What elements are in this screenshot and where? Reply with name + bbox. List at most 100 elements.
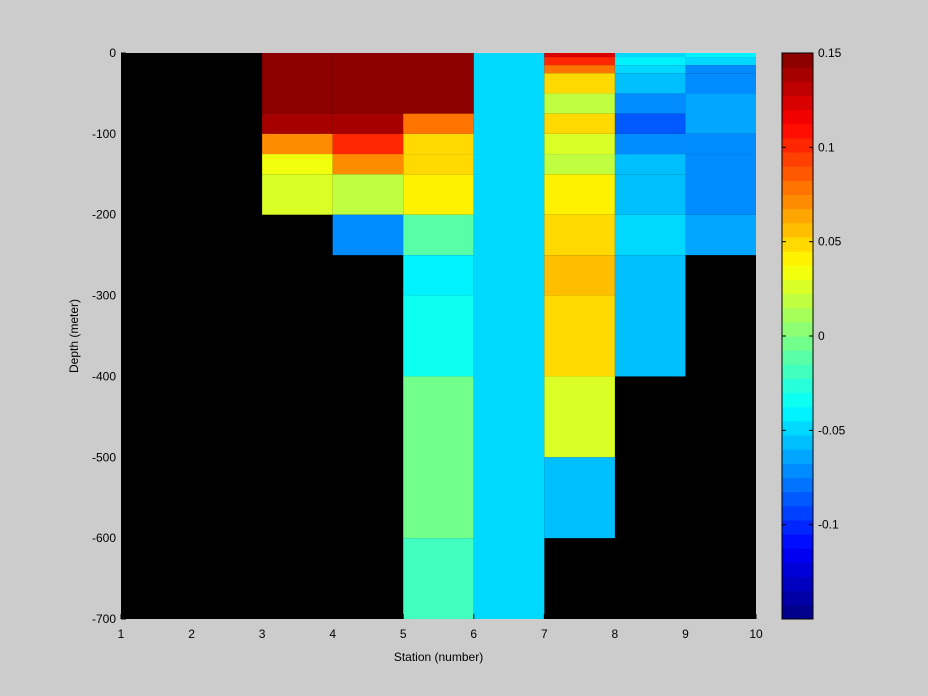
heatmap-cell-31	[544, 214, 615, 256]
x-axis-ticks: 1 2 3 4 5 6 7 8 9 10	[118, 614, 763, 641]
heatmap-cell-30	[544, 174, 615, 215]
colorbar-swatch	[782, 420, 813, 436]
x-tick-label: 10	[749, 627, 763, 641]
heatmap-cell-2	[262, 133, 333, 155]
colorbar-swatch	[782, 590, 813, 606]
y-axis-label: Depth (meter)	[67, 299, 81, 373]
colorbar-swatch	[782, 449, 813, 464]
heatmap-cell-48	[685, 57, 756, 66]
heatmap-cell-12	[403, 113, 474, 134]
x-axis-label: Station (number)	[394, 650, 483, 664]
colorbar-swatch	[782, 435, 813, 450]
heatmap-cell-16	[403, 214, 474, 256]
x-tick-label: 9	[682, 627, 689, 641]
colorbar-swatch	[782, 279, 813, 295]
heatmap-cell-38	[614, 65, 686, 74]
colorbar-swatch	[782, 123, 813, 139]
x-tick-label: 8	[612, 627, 619, 641]
heatmap-cell-41	[614, 113, 686, 134]
colorbar-swatch	[782, 194, 813, 210]
heatmap-cell-6	[332, 113, 404, 134]
colorbar: 0.15 0.1 0.05 0 -0.05 -0.1	[781, 46, 846, 620]
colorbar-swatch	[782, 604, 813, 620]
colorbar-swatch	[782, 166, 813, 181]
colorbar-swatch	[782, 562, 813, 578]
heatmap-cell-50	[685, 73, 756, 94]
heatmap-cell-54	[685, 214, 756, 256]
heatmap-cell-32	[544, 255, 615, 296]
heatmap-cell-25	[544, 73, 615, 94]
colorbar-swatch	[782, 67, 813, 82]
colorbar-swatch	[782, 293, 813, 309]
heatmap-cell-22	[544, 53, 615, 58]
colorbar-swatch	[782, 576, 813, 592]
y-axis-ticks: 0 -100 -200 -300 -400 -500 -600 -700	[92, 46, 126, 626]
colorbar-swatch	[782, 265, 813, 280]
heatmap-cell-11	[403, 53, 474, 114]
heatmap-cell-23	[544, 57, 615, 66]
x-tick-label: 3	[259, 627, 266, 641]
heatmap-cell-7	[332, 133, 404, 155]
colorbar-swatch	[782, 505, 813, 521]
heatmap-cell-33	[544, 295, 615, 377]
heatmap-cell-29	[544, 154, 615, 175]
heatmap-cell-19	[403, 376, 474, 539]
heatmap-cell-27	[544, 113, 615, 134]
heatmap-cell-40	[614, 93, 686, 114]
heatmap-cell-9	[332, 174, 404, 215]
colorbar-swatch	[782, 321, 813, 337]
heatmap-cells	[262, 53, 756, 619]
heatmap-cell-37	[614, 57, 686, 66]
colorbar-swatch	[782, 491, 813, 507]
colorbar-swatch	[782, 307, 813, 323]
heatmap-cell-36	[614, 53, 686, 58]
colorbar-swatches	[782, 53, 813, 620]
x-tick-label: 1	[118, 627, 125, 641]
y-tick-label: -200	[92, 208, 116, 222]
colorbar-swatch	[782, 406, 813, 422]
colorbar-swatch	[782, 251, 813, 266]
colorbar-swatch	[782, 208, 813, 224]
heatmap-cell-20	[403, 538, 474, 619]
heatmap-cell-24	[544, 65, 615, 74]
colorbar-swatch	[782, 463, 813, 478]
x-tick-label: 5	[400, 627, 407, 641]
heatmap-cell-18	[403, 295, 474, 377]
y-tick-label: -700	[92, 612, 116, 626]
x-tick-label: 2	[188, 627, 195, 641]
colorbar-swatch	[782, 152, 813, 167]
colorbar-swatch	[782, 534, 813, 549]
heatmap-cell-3	[262, 154, 333, 175]
colorbar-swatch	[782, 236, 813, 252]
colorbar-swatch	[782, 392, 813, 408]
colorbar-swatch	[782, 477, 813, 493]
colorbar-swatch	[782, 180, 813, 195]
colorbar-swatch	[782, 137, 813, 153]
heatmap-cell-28	[544, 133, 615, 155]
y-tick-label: -300	[92, 289, 116, 303]
heatmap-cell-8	[332, 154, 404, 175]
colorbar-swatch	[782, 95, 813, 111]
y-tick-label: -400	[92, 369, 116, 383]
colorbar-swatch	[782, 364, 813, 379]
colorbar-swatch	[782, 548, 813, 563]
heatmap-cell-46	[614, 255, 686, 377]
heatmap-cell-34	[544, 376, 615, 458]
colorbar-swatch	[782, 222, 813, 238]
colorbar-swatch	[782, 519, 813, 535]
heatmap-cell-45	[614, 214, 686, 256]
heatmap-cell-39	[614, 73, 686, 94]
colorbar-swatch	[782, 336, 813, 351]
y-tick-label: -500	[92, 450, 116, 464]
colorbar-swatch	[782, 350, 813, 365]
heatmap-cell-51	[685, 93, 756, 134]
colorbar-tick-label: 0.05	[818, 235, 842, 249]
heatmap-cell-15	[403, 174, 474, 215]
y-tick-label: -100	[92, 127, 116, 141]
x-tick-label: 4	[329, 627, 336, 641]
colorbar-tick-label: -0.1	[818, 518, 839, 532]
heatmap-cell-4	[262, 174, 333, 215]
heatmap-cell-1	[262, 113, 333, 134]
colorbar-tick-label: 0.1	[818, 140, 835, 154]
colorbar-tick-label: 0.15	[818, 46, 842, 60]
